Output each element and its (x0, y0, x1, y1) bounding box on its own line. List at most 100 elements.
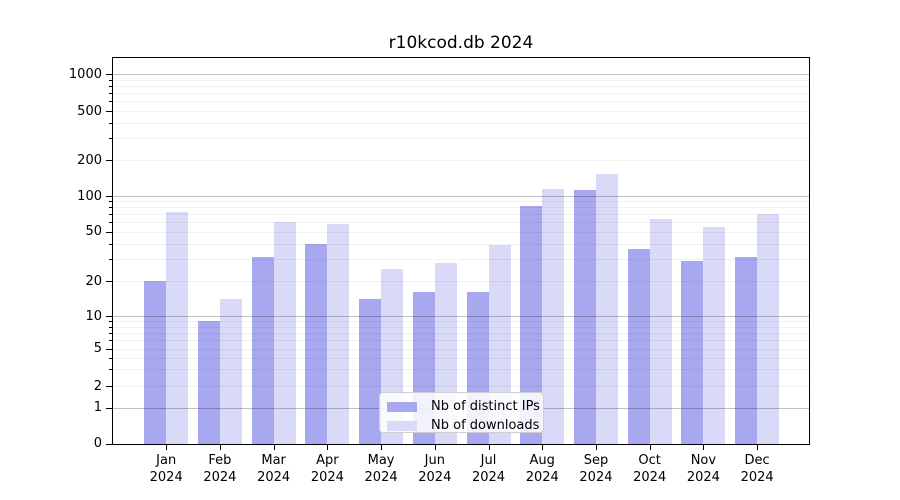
y-minortick-800 (109, 86, 113, 88)
gridline-minor-90 (113, 201, 809, 203)
x-tick-sep (595, 445, 597, 450)
bar-distinct-ips-dec (735, 257, 758, 444)
y-minortick-70 (109, 214, 113, 216)
bar-downloads-nov (703, 226, 726, 444)
y-minortick-4 (109, 357, 113, 359)
y-minortick-3 (109, 369, 113, 371)
x-tick-label-jan: Jan 2024 (149, 453, 183, 485)
x-tick-label-sep: Sep 2024 (579, 453, 613, 485)
x-tick-apr (327, 445, 329, 450)
x-tick-label-apr: Apr 2024 (310, 453, 344, 485)
bar-downloads-dec (757, 214, 780, 444)
y-tick-label-100: 100 (77, 188, 102, 204)
gridline-minor-9 (113, 321, 809, 323)
y-tick-2 (106, 386, 113, 387)
x-tick-label-aug: Aug 2024 (525, 453, 559, 485)
bar-downloads-aug (542, 189, 565, 444)
bar-downloads-jan (166, 211, 189, 444)
y-tick-50 (106, 231, 113, 233)
gridline-minor-300 (113, 138, 809, 140)
gridline-major-10 (113, 316, 809, 318)
y-minortick-9 (109, 321, 113, 323)
y-minortick-40 (109, 243, 113, 245)
y-minortick-6 (109, 340, 113, 342)
gridline-minor-70 (113, 214, 809, 216)
gridline-minor-4 (113, 357, 809, 359)
gridline-minor-5 (113, 348, 809, 350)
y-tick-label-50: 50 (85, 224, 102, 240)
y-tick-label-2: 2 (93, 378, 102, 394)
y-tick-label-20: 20 (85, 273, 102, 289)
y-minortick-7 (109, 332, 113, 334)
legend-item-downloads: Nb of downloads (387, 416, 543, 435)
legend-label-downloads: Nb of downloads (431, 417, 540, 433)
y-minortick-80 (109, 207, 113, 209)
gridline-major-100 (113, 195, 809, 197)
gridline-major-1000 (113, 74, 809, 76)
y-tick-100 (106, 196, 113, 197)
gridline-minor-2 (113, 385, 809, 387)
gridline-minor-50 (113, 231, 809, 233)
x-tick-label-feb: Feb 2024 (203, 453, 237, 485)
gridline-minor-800 (113, 86, 809, 88)
x-tick-may (381, 445, 383, 450)
x-tick-label-nov: Nov 2024 (686, 453, 720, 485)
gridline-minor-6 (113, 340, 809, 342)
gridline-minor-700 (113, 93, 809, 95)
gridline-minor-40 (113, 243, 809, 245)
bar-distinct-ips-nov (681, 261, 704, 444)
bar-downloads-mar (273, 222, 296, 444)
y-tick-label-10: 10 (85, 308, 102, 324)
gridline-minor-80 (113, 207, 809, 209)
legend-swatch-distinct-ips (387, 401, 417, 412)
y-minortick-8 (109, 326, 113, 328)
bar-distinct-ips-aug (520, 205, 543, 444)
bar-distinct-ips-jan (144, 281, 167, 444)
legend-label-distinct-ips: Nb of distinct IPs (431, 398, 540, 414)
x-tick-jun (434, 445, 436, 450)
bar-distinct-ips-oct (627, 249, 650, 444)
plot-area (113, 58, 809, 444)
y-tick-20 (106, 281, 113, 282)
y-tick-1 (106, 407, 113, 409)
y-tick-label-1000: 1000 (68, 66, 102, 82)
y-tick-10 (106, 316, 113, 318)
gridline-minor-30 (113, 259, 809, 261)
y-tick-500 (106, 111, 113, 112)
gridline-minor-900 (113, 79, 809, 81)
bar-downloads-oct (649, 218, 672, 444)
gridline-minor-3 (113, 369, 809, 371)
x-tick-oct (649, 445, 651, 450)
y-tick-1000 (106, 74, 113, 76)
x-tick-feb (219, 445, 221, 450)
y-tick-5 (106, 348, 113, 350)
y-tick-200 (106, 160, 113, 162)
bar-downloads-feb (219, 299, 242, 444)
y-minortick-700 (109, 93, 113, 95)
x-tick-label-jun: Jun 2024 (418, 453, 452, 485)
y-tick-label-5: 5 (93, 341, 102, 357)
bar-distinct-ips-may (359, 299, 382, 444)
x-tick-label-may: May 2024 (364, 453, 398, 485)
bar-distinct-ips-apr (305, 243, 328, 444)
gridline-minor-60 (113, 222, 809, 224)
legend: Nb of distinct IPs Nb of downloads (379, 392, 544, 433)
gridline-minor-500 (113, 110, 809, 112)
gridline-minor-200 (113, 160, 809, 162)
y-minortick-600 (109, 101, 113, 103)
y-minortick-60 (109, 222, 113, 224)
gridline-minor-20 (113, 280, 809, 282)
chart-title: r10kcod.db 2024 (388, 33, 534, 53)
bar-distinct-ips-mar (251, 257, 274, 444)
legend-item-distinct-ips: Nb of distinct IPs (387, 397, 543, 416)
x-tick-label-oct: Oct 2024 (633, 453, 667, 485)
x-tick-dec (757, 445, 759, 450)
x-tick-mar (273, 445, 275, 450)
y-minortick-900 (109, 79, 113, 81)
y-tick-0 (106, 443, 113, 445)
y-minortick-300 (109, 138, 113, 140)
legend-swatch-downloads (387, 420, 417, 431)
x-tick-jan (166, 445, 168, 450)
x-tick-aug (542, 445, 544, 450)
gridline-minor-600 (113, 101, 809, 103)
